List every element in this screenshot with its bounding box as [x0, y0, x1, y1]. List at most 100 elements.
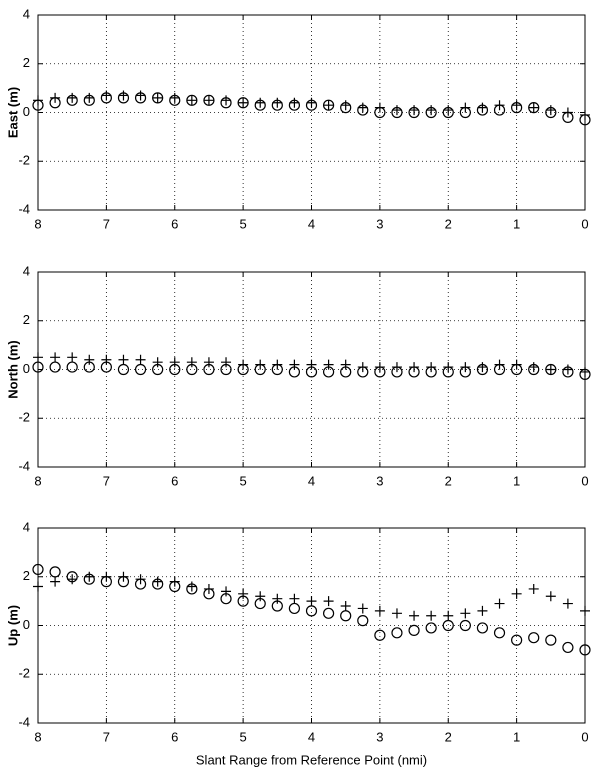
y-tick-label: -4 [18, 714, 30, 729]
circle-marker [408, 624, 420, 636]
y-tick-label: 4 [23, 519, 30, 534]
plus-marker [357, 362, 368, 373]
plus-marker [255, 359, 266, 370]
y-tick-label: -4 [18, 201, 30, 216]
plus-marker [289, 97, 300, 108]
plus-marker [238, 97, 249, 108]
plus-marker [272, 97, 283, 108]
x-tick-label: 8 [34, 473, 41, 488]
plus-marker [562, 364, 573, 375]
circle-marker [288, 602, 301, 615]
plus-marker [101, 354, 112, 365]
plus-marker [186, 357, 197, 368]
y-axis-label: North (m) [5, 340, 20, 399]
x-tick-label: 1 [513, 473, 520, 488]
circle-marker [305, 605, 318, 617]
plus-marker [528, 583, 539, 594]
plus-marker [67, 92, 78, 103]
y-axis-label: East (m) [5, 87, 20, 138]
y-tick-label: 4 [23, 6, 30, 21]
plus-marker [306, 359, 317, 370]
x-tick-label: 2 [445, 729, 452, 744]
plus-marker [562, 107, 573, 118]
plus-marker [511, 100, 522, 111]
plus-marker [289, 359, 300, 370]
plus-marker [443, 610, 454, 621]
circle-marker [459, 619, 471, 632]
plus-marker [169, 357, 180, 368]
plus-marker [101, 90, 112, 101]
y-tick-label: -2 [18, 153, 30, 168]
y-tick-label: -2 [18, 410, 30, 425]
x-tick-label: 0 [581, 729, 588, 744]
plus-marker [477, 362, 488, 373]
circle-marker [562, 641, 574, 654]
circle-marker [32, 563, 44, 576]
circle-marker [374, 629, 386, 641]
plus-marker [221, 586, 232, 597]
y-tick-label: 0 [23, 617, 30, 632]
plus-marker [169, 576, 180, 587]
circle-marker [391, 627, 403, 639]
plus-marker [340, 601, 351, 611]
y-tick-label: -2 [18, 666, 30, 681]
plus-marker [118, 90, 129, 101]
plus-marker [545, 591, 556, 602]
plus-marker [357, 603, 368, 614]
plus-marker [101, 571, 112, 582]
plus-marker [152, 576, 163, 587]
plus-marker [238, 359, 249, 370]
plus-marker [426, 362, 437, 373]
plus-marker [186, 95, 197, 106]
circle-marker [322, 607, 335, 619]
plus-marker [374, 102, 385, 113]
plus-marker [33, 581, 43, 592]
plus-marker [323, 359, 334, 370]
plus-marker [203, 357, 214, 368]
plus-marker [374, 605, 385, 616]
plus-marker [255, 591, 266, 602]
y-tick-label: 2 [23, 312, 30, 327]
x-tick-label: 3 [376, 473, 383, 488]
x-tick-label: 3 [376, 216, 383, 231]
x-tick-label: 7 [103, 729, 110, 744]
plus-marker [186, 581, 197, 592]
plus-marker [580, 366, 590, 377]
y-tick-label: 0 [23, 361, 30, 376]
plus-marker [84, 92, 95, 103]
plus-marker [50, 576, 61, 587]
x-tick-label: 1 [513, 216, 520, 231]
plus-marker [409, 362, 420, 373]
plus-marker [323, 596, 334, 607]
circle-marker [511, 634, 523, 646]
x-tick-label: 4 [308, 473, 315, 488]
circle-marker [528, 632, 540, 644]
plus-marker [494, 598, 505, 609]
y-axis-label: Up (m) [5, 605, 20, 646]
x-tick-label: 2 [445, 473, 452, 488]
circle-marker [493, 627, 506, 639]
axes-box [37, 527, 586, 724]
plus-marker [460, 102, 471, 113]
circle-marker [545, 634, 557, 646]
plus-marker [152, 92, 163, 103]
plus-marker [221, 357, 232, 368]
y-tick-label: 0 [23, 104, 30, 119]
plus-marker [477, 605, 488, 616]
y-tick-label: -4 [18, 458, 30, 473]
plus-marker [494, 100, 505, 111]
plus-marker [289, 593, 300, 604]
plus-marker [221, 95, 232, 106]
x-tick-label: 6 [171, 216, 178, 231]
x-tick-label: 5 [240, 729, 247, 744]
x-tick-label: 3 [376, 729, 383, 744]
plus-marker [340, 359, 351, 370]
plus-marker [203, 583, 214, 594]
plus-marker [169, 92, 180, 103]
plus-marker [580, 109, 590, 120]
x-tick-label: 1 [513, 729, 520, 744]
plus-marker [391, 362, 402, 373]
plus-marker [272, 593, 283, 604]
